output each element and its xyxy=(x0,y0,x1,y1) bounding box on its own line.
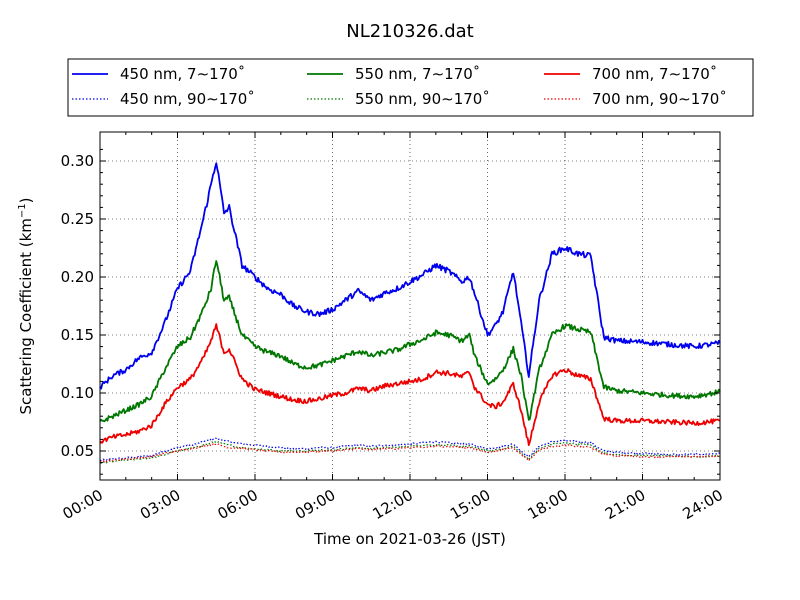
grid-lines xyxy=(100,132,720,480)
legend: 450 nm, 7∼170˚ 550 nm, 7∼170˚ 700 nm, 7∼17… xyxy=(67,58,754,117)
legend-label: 550 nm, 90∼170˚ xyxy=(355,90,490,108)
x-tick-label: 24:00 xyxy=(680,486,726,523)
y-tick-labels: 0.05 0.10 0.15 0.20 0.25 0.30 xyxy=(61,152,94,460)
series-line-5 xyxy=(99,443,721,463)
legend-label: 450 nm, 7∼170˚ xyxy=(120,65,245,83)
y-axis-label: Scattering Coefficient (km−1) xyxy=(17,197,35,414)
legend-box xyxy=(67,58,754,117)
y-tick-label: 0.05 xyxy=(61,442,94,460)
chart-title: NL210326.dat xyxy=(346,21,473,42)
series-line-4 xyxy=(99,441,721,464)
legend-label: 550 nm, 7∼170˚ xyxy=(355,65,480,83)
y-tick-label: 0.10 xyxy=(61,384,94,402)
x-tick-label: 03:00 xyxy=(137,486,183,523)
y-axis-label-end: ) xyxy=(17,197,35,203)
axis-ticks xyxy=(99,132,721,480)
x-tick-label: 21:00 xyxy=(602,486,648,523)
x-tick-label: 15:00 xyxy=(447,486,493,523)
x-tick-label: 06:00 xyxy=(215,486,261,523)
y-tick-label: 0.25 xyxy=(61,210,94,228)
y-axis-label-sup: −1 xyxy=(17,203,28,218)
x-tick-labels: 00:00 03:00 06:00 09:00 12:00 15:00 18:00 21:00… xyxy=(60,486,726,523)
x-tick-label: 12:00 xyxy=(370,486,416,523)
y-tick-label: 0.15 xyxy=(61,326,94,344)
x-tick-label: 18:00 xyxy=(525,486,571,523)
series-line-1 xyxy=(99,260,721,423)
legend-label: 450 nm, 90∼170˚ xyxy=(120,90,255,108)
y-axis-label-main: Scattering Coefficient (km xyxy=(17,218,35,414)
series-lines xyxy=(99,162,721,464)
legend-label: 700 nm, 7∼170˚ xyxy=(592,65,717,83)
x-tick-label: 09:00 xyxy=(292,486,338,523)
series-line-0 xyxy=(99,162,721,390)
x-tick-label: 00:00 xyxy=(60,486,106,523)
legend-label: 700 nm, 90∼170˚ xyxy=(592,90,727,108)
x-axis-label: Time on 2021-03-26 (JST) xyxy=(313,530,506,548)
y-tick-label: 0.20 xyxy=(61,268,94,286)
y-tick-label: 0.30 xyxy=(61,152,94,170)
series-line-2 xyxy=(99,323,721,447)
series-line-3 xyxy=(99,437,721,462)
